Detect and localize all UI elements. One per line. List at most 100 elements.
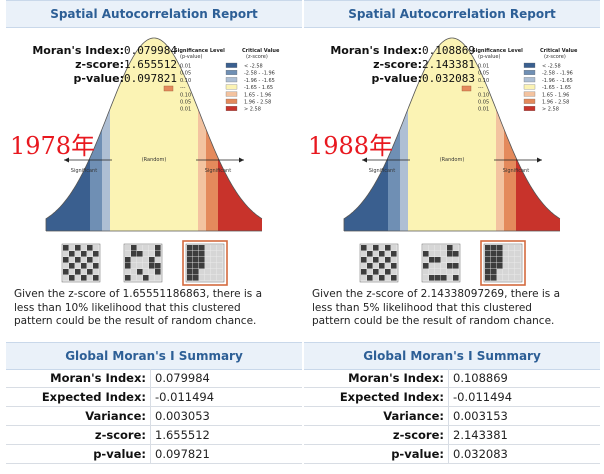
thumbnail-cell [137,245,143,251]
thumbnail-cell [361,275,367,281]
significant-label: Significant [71,168,97,174]
thumbnail-cell [87,275,93,281]
table-row: Variance: 0.003153 [304,406,600,426]
summary-table: Moran's Index: 0.079984 Expected Index: -0… [6,369,302,464]
legend-swatch [523,91,536,97]
report-title: Spatial Autocorrelation Report [6,0,302,28]
legend-p-value: 0.10 [180,78,191,84]
thumbnail-cell [81,269,87,275]
legend-swatch [225,91,238,97]
curve-region [206,129,218,231]
thumbnail-cell [69,275,75,281]
legend-z-range: > 2.58 [244,107,261,113]
thumbnail-cell [205,251,211,257]
arrow-head-icon [239,157,244,163]
random-thumbnail [421,243,461,283]
thumbnail-cell [379,275,385,281]
thumbnail-cell [503,263,509,269]
thumbnail-cell [373,257,379,263]
thumbnail-cell [441,263,447,269]
summary-label: Moran's Index: [304,369,449,388]
thumbnail-cell [391,257,397,263]
thumbnail-cell [143,251,149,257]
thumbnail-cell [491,251,497,257]
curve-region [46,157,90,231]
description-line: pattern could be the result of random ch… [312,315,555,327]
thumbnail-cell [143,245,149,251]
thumbnail-cell [149,257,155,263]
thumbnail-cell [509,257,515,263]
legend-z-range: 1.65 - 1.96 [542,92,569,98]
thumbnail-cell [429,269,435,275]
legend-z-range: -2.58 - -1.96 [542,71,573,77]
table-row: p-value: 0.097821 [6,444,302,464]
thumbnail-cell [367,263,373,269]
curve-region [110,38,198,231]
thumbnail-cell [75,275,81,281]
thumbnail-cell [137,269,143,275]
curve-region [516,157,560,231]
thumbnail-cell [69,245,75,251]
legend-header: Significance Level [174,48,225,54]
summary-title: Global Moran's I Summary [304,342,600,370]
thumbnail-cell [373,263,379,269]
thumbnail-cell [485,275,491,281]
thumbnail-cell [515,263,521,269]
thumbnail-cell [385,245,391,251]
thumbnail-cell [391,245,397,251]
thumbnail-cell [453,245,459,251]
thumbnail-cell [75,269,81,275]
thumbnail-cell [491,263,497,269]
thumbnail-cell [137,257,143,263]
legend-z-range: 1.65 - 1.96 [244,92,271,98]
description-line: less than 10% likelihood that this clust… [14,301,241,314]
thumbnail-cell [217,245,223,251]
thumbnail-cell [137,275,143,281]
summary-value: -0.011494 [448,387,600,407]
thumbnail-cell [423,245,429,251]
thumbnail-cell [199,263,205,269]
thumbnail-cell [93,251,99,257]
thumbnail-cell [447,245,453,251]
stats-block: Moran's Index: 0.079984 z-score: 1.655512 … [14,44,177,86]
thumbnail-cell [503,257,509,263]
thumbnail-cell [87,269,93,275]
thumbnail-cell [187,257,193,263]
thumbnail-cell [503,245,509,251]
stat-label: Moran's Index: [330,44,422,57]
thumbnail-cell [217,275,223,281]
legend-swatch [225,98,238,104]
thumbnail-cell [509,269,515,275]
thumbnail-cell [75,263,81,269]
thumbnail-cell [385,275,391,281]
thumbnail-cell [75,245,81,251]
thumbnail-cell [373,251,379,257]
legend-z-range: -1.96 - -1.65 [542,78,573,84]
thumbnail-cell [187,275,193,281]
thumbnail-cell [509,263,515,269]
thumbnail-cell [211,263,217,269]
thumbnail-cell [447,251,453,257]
curve-region [496,108,504,231]
thumbnail-cell [429,257,435,263]
thumbnail-cell [485,245,491,251]
thumbnail-cell [149,263,155,269]
thumbnail-cell [379,269,385,275]
stat-label: Moran's Index: [32,44,124,57]
summary-label: Expected Index: [304,387,449,407]
report-panel-1978: Spatial Autocorrelation Report (Random) S… [6,0,302,474]
legend-z-range: -1.65 - 1.65 [542,85,571,91]
curve-outline [45,37,263,231]
arrow-head-icon [362,157,367,163]
thumbnail-cell [205,275,211,281]
thumbnail-cell [453,269,459,275]
description-line: Given the z-score of 2.14338097269, ther… [312,288,561,300]
thumbnail-cell [447,275,453,281]
thumbnail-cell [155,257,161,263]
thumbnail-cell [485,251,491,257]
thumbnail-cell [63,275,69,281]
thumbnail-cell [379,245,385,251]
thumbnail-cell [155,251,161,257]
table-row: Moran's Index: 0.079984 [6,369,302,388]
thumbnail-cell [217,251,223,257]
